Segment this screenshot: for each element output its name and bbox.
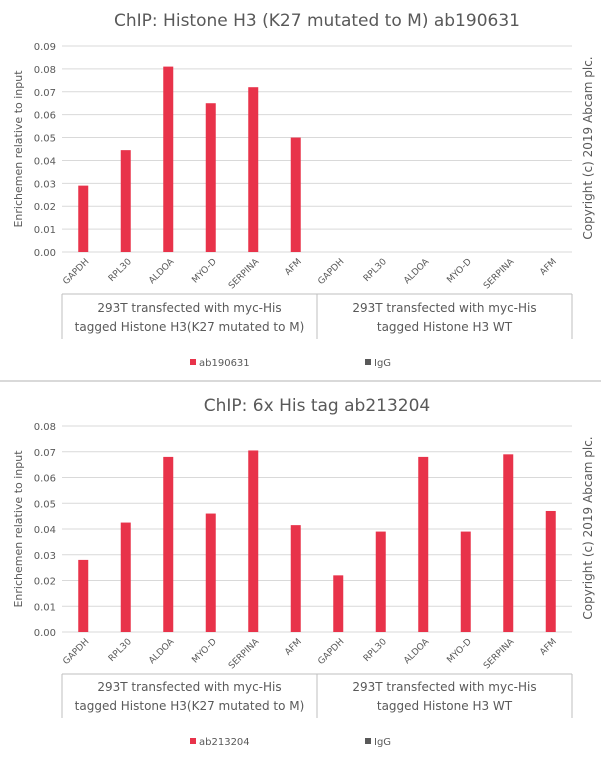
legend-swatch-IgG	[365, 359, 371, 365]
y-tick-label: 0.00	[34, 248, 56, 259]
y-tick-label: 0.09	[34, 42, 56, 53]
bar-ab213204	[120, 522, 131, 632]
x-tick-label: RPL30	[107, 637, 134, 664]
bar-ab213204	[248, 450, 259, 632]
y-axis-label: Enrichemen relative to input	[12, 70, 25, 228]
x-tick-label: AFM	[283, 257, 304, 278]
chart-title: ChIP: 6x His tag ab213204	[204, 396, 430, 416]
y-tick-label: 0.08	[34, 65, 56, 76]
legend-swatch-IgG	[365, 738, 371, 744]
x-tick-label: AFM	[538, 637, 559, 658]
x-tick-label: RPL30	[362, 257, 389, 284]
bar-ab213204	[503, 454, 514, 632]
y-tick-label: 0.07	[34, 448, 56, 459]
x-tick-label: ALDOA	[147, 256, 177, 286]
y-tick-label: 0.06	[34, 111, 56, 122]
x-tick-label: GAPDH	[61, 637, 91, 667]
y-tick-label: 0.02	[34, 202, 56, 213]
x-tick-label: ALDOA	[402, 636, 432, 666]
copyright-top: Copyright (c) 2019 Abcam plc.	[581, 56, 595, 239]
bar-ab213204	[460, 531, 471, 632]
x-tick-label: GAPDH	[316, 257, 346, 287]
bar-ab190631	[163, 66, 174, 252]
x-tick-label: MYO-D	[190, 637, 219, 666]
group-label: tagged Histone H3(K27 mutated to M)	[75, 699, 305, 713]
y-tick-label: 0.00	[34, 628, 56, 639]
group-label: 293T transfected with myc-His	[352, 680, 536, 694]
y-tick-label: 0.05	[34, 134, 56, 145]
y-tick-label: 0.08	[34, 422, 56, 433]
x-tick-label: MYO-D	[445, 257, 474, 286]
group-label: tagged Histone H3(K27 mutated to M)	[75, 320, 305, 334]
x-tick-label: RPL30	[362, 637, 389, 664]
y-tick-label: 0.03	[34, 179, 56, 190]
y-tick-label: 0.02	[34, 577, 56, 588]
bar-ab190631	[78, 185, 89, 252]
x-tick-label: AFM	[283, 637, 304, 658]
y-tick-label: 0.01	[34, 602, 56, 613]
legend-label-IgG: IgG	[374, 737, 391, 748]
bar-ab213204	[375, 531, 386, 632]
bar-ab213204	[545, 510, 556, 632]
x-tick-label: ALDOA	[402, 256, 432, 286]
bar-ab213204	[163, 456, 174, 632]
x-tick-label: SERPINA	[227, 636, 262, 671]
y-tick-label: 0.06	[34, 474, 56, 485]
legend-swatch-ab190631	[190, 359, 196, 365]
bar-ab213204	[333, 575, 344, 632]
x-tick-label: RPL30	[107, 257, 134, 284]
bar-ab213204	[78, 559, 89, 632]
chart-title: ChIP: Histone H3 (K27 mutated to M) ab19…	[114, 11, 520, 31]
x-tick-label: SERPINA	[227, 256, 262, 291]
group-label: 293T transfected with myc-His	[97, 301, 281, 315]
legend-label-ab190631: ab190631	[199, 358, 250, 369]
group-label: tagged Histone H3 WT	[377, 699, 513, 713]
group-label: 293T transfected with myc-His	[97, 680, 281, 694]
group-label: tagged Histone H3 WT	[377, 320, 513, 334]
x-tick-label: SERPINA	[482, 256, 517, 291]
x-tick-label: AFM	[538, 257, 559, 278]
x-tick-label: MYO-D	[190, 257, 219, 286]
copyright-bottom: Copyright (c) 2019 Abcam plc.	[581, 436, 595, 619]
y-tick-label: 0.07	[34, 88, 56, 99]
x-tick-label: SERPINA	[482, 636, 517, 671]
x-tick-label: GAPDH	[316, 637, 346, 667]
bar-ab190631	[205, 103, 216, 252]
bar-ab213204	[290, 525, 301, 632]
legend-label-IgG: IgG	[374, 358, 391, 369]
y-tick-label: 0.04	[34, 156, 56, 167]
y-tick-label: 0.01	[34, 225, 56, 236]
y-tick-label: 0.05	[34, 499, 56, 510]
x-tick-label: GAPDH	[61, 257, 91, 287]
bar-ab213204	[205, 513, 216, 632]
y-tick-label: 0.03	[34, 551, 56, 562]
legend-swatch-ab213204	[190, 738, 196, 744]
bar-ab190631	[290, 137, 301, 252]
x-tick-label: ALDOA	[147, 636, 177, 666]
group-label: 293T transfected with myc-His	[352, 301, 536, 315]
x-tick-label: MYO-D	[445, 637, 474, 666]
bar-ab190631	[120, 150, 131, 252]
y-axis-label: Enrichemen relative to input	[12, 450, 25, 608]
bar-ab190631	[248, 87, 259, 252]
bar-ab213204	[418, 456, 429, 632]
legend-label-ab213204: ab213204	[199, 737, 250, 748]
y-tick-label: 0.04	[34, 525, 56, 536]
